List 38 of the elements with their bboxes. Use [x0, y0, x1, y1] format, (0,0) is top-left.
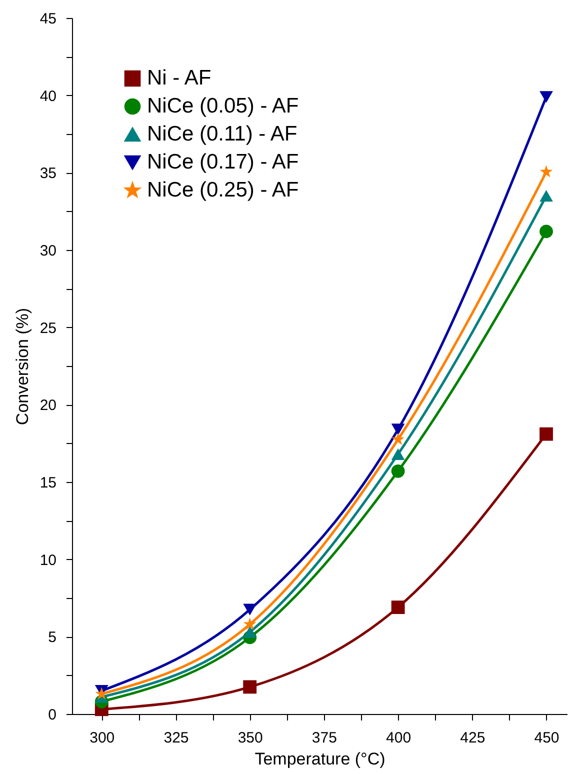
y-tick-label: 40: [40, 88, 56, 105]
x-tick-label: 375: [312, 730, 337, 746]
point: [540, 224, 553, 238]
y-tick-label: 20: [40, 397, 56, 414]
point: [540, 165, 553, 178]
legend-label: Ni - AF: [147, 66, 212, 90]
point: [391, 600, 405, 614]
legend-label: NiCe (0.17) - AF: [147, 150, 299, 174]
x-tick-label: 300: [90, 730, 115, 746]
legend-label: NiCe (0.11) - AF: [147, 122, 298, 146]
x-tick-label: 450: [534, 730, 560, 746]
y-tick-label: 5: [48, 629, 56, 646]
point: [540, 91, 553, 103]
x-tick-label: 425: [460, 730, 486, 746]
y-tick-label: 15: [40, 474, 56, 492]
y-tick-label: 30: [40, 242, 56, 260]
point: [540, 427, 553, 441]
y-tick-label: 35: [40, 165, 56, 182]
point: [391, 448, 405, 460]
y-tick-label: 45: [40, 10, 56, 28]
x-tick-label: 350: [238, 730, 263, 746]
point: [392, 432, 404, 445]
x-axis-title: Temperature (°C): [254, 750, 386, 768]
point: [391, 464, 405, 478]
legend-label: NiCe (0.05) - AF: [147, 94, 299, 118]
point: [243, 618, 256, 630]
y-tick-label: 10: [40, 552, 56, 569]
point: [243, 604, 257, 616]
y-tick-label: 0: [48, 706, 56, 724]
point: [243, 680, 257, 694]
point: [243, 626, 257, 638]
x-tick-label: 400: [386, 730, 412, 746]
legend-label: NiCe (0.25) - AF: [147, 178, 299, 202]
y-tick-label: 25: [40, 320, 56, 337]
point: [540, 190, 553, 202]
point: [391, 424, 405, 436]
y-axis-title: Conversion (%): [12, 308, 32, 426]
x-tick-label: 325: [164, 730, 189, 746]
